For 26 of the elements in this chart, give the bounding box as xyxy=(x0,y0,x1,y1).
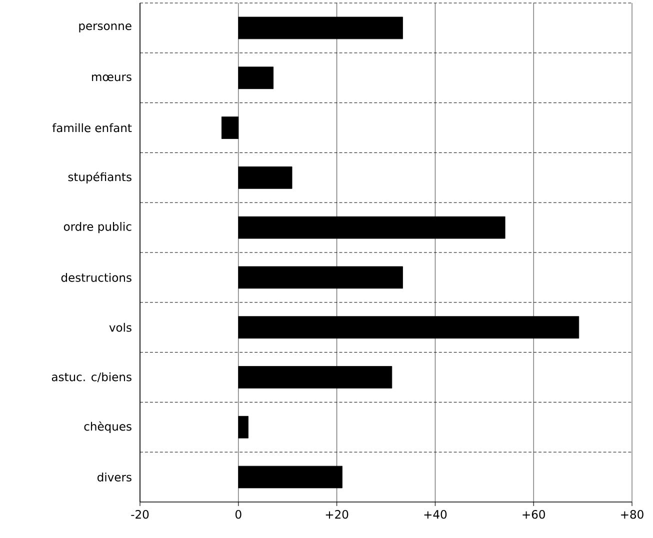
bar xyxy=(238,216,506,239)
y-tick-label: ordre public xyxy=(64,222,132,234)
bar xyxy=(238,466,342,488)
y-tick-label: vols xyxy=(109,322,132,332)
x-tick-label: +80 xyxy=(621,510,644,519)
bar xyxy=(238,366,392,388)
x-tick-label: 0 xyxy=(236,510,242,519)
y-tick-label: mœurs xyxy=(92,74,132,82)
bar xyxy=(238,416,248,438)
bar xyxy=(238,266,403,289)
y-tick-label: chèques xyxy=(84,421,132,433)
y-tick-label: personne xyxy=(79,24,132,32)
bar xyxy=(238,316,580,339)
x-tick-label: -20 xyxy=(131,510,149,519)
bar xyxy=(238,66,274,90)
bar xyxy=(238,16,403,40)
bar xyxy=(238,166,292,189)
x-tick-label: +60 xyxy=(522,510,545,519)
y-tick-label: destructions xyxy=(61,273,132,282)
x-tick-label: +20 xyxy=(326,510,348,519)
y-tick-label: stupéfiants xyxy=(68,172,132,184)
y-tick-label: divers xyxy=(98,472,132,482)
bar xyxy=(221,116,239,139)
y-tick-label: famille enfant xyxy=(52,123,132,132)
y-tick-label: astuc. c/biens xyxy=(52,372,132,382)
x-tick-label: +40 xyxy=(424,510,447,519)
